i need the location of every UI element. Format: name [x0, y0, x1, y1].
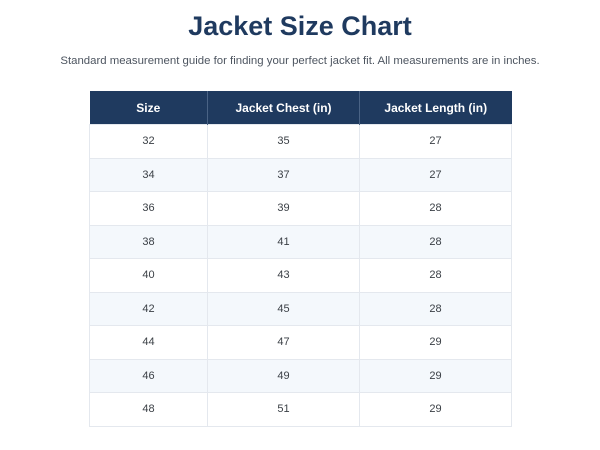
column-header-jacket-length: Jacket Length (in) — [359, 91, 512, 125]
jacket-length-cell: 27 — [359, 157, 512, 192]
jacket-chest-cell: 39 — [207, 191, 360, 225]
size-cell: 44 — [89, 325, 208, 359]
jacket-chest-cell: 51 — [207, 392, 360, 427]
column-header-jacket-chest: Jacket Chest (in) — [207, 91, 360, 125]
jacket-chest-cell: 45 — [207, 291, 360, 326]
jacket-length-cell: 28 — [359, 191, 512, 225]
size-chart-table: Size Jacket Chest (in) Jacket Length (in… — [89, 91, 512, 427]
table-row: 46 49 29 — [89, 358, 512, 393]
jacket-chest-cell: 37 — [207, 157, 360, 192]
size-cell: 46 — [89, 358, 208, 393]
jacket-length-cell: 27 — [359, 124, 512, 158]
column-header-size: Size — [89, 91, 208, 125]
table-row: 40 43 28 — [89, 258, 512, 292]
table-row: 42 45 28 — [89, 291, 512, 326]
table-row: 48 51 29 — [89, 392, 512, 427]
jacket-length-cell: 29 — [359, 392, 512, 427]
size-cell: 36 — [89, 191, 208, 225]
table-row: 44 47 29 — [89, 325, 512, 359]
jacket-length-cell: 28 — [359, 291, 512, 326]
jacket-chest-cell: 43 — [207, 258, 360, 292]
table-row: 32 35 27 — [89, 124, 512, 158]
size-cell: 38 — [89, 224, 208, 259]
jacket-chest-cell: 47 — [207, 325, 360, 359]
jacket-length-cell: 28 — [359, 224, 512, 259]
page-title: Jacket Size Chart — [188, 11, 412, 41]
table-body: 32 35 27 34 37 27 36 39 28 38 41 28 40 43 28 42 45 28 44 47… — [89, 124, 512, 427]
jacket-length-cell: 29 — [359, 358, 512, 393]
jacket-chest-cell: 35 — [207, 124, 360, 158]
table-header-row: Size Jacket Chest (in) Jacket Length (in… — [89, 91, 512, 125]
jacket-length-cell: 28 — [359, 258, 512, 292]
size-cell: 32 — [89, 124, 208, 158]
page-subtitle: Standard measurement guide for finding y… — [60, 55, 540, 67]
jacket-length-cell: 29 — [359, 325, 512, 359]
size-cell: 40 — [89, 258, 208, 292]
size-cell: 48 — [89, 392, 208, 427]
table-row: 38 41 28 — [89, 224, 512, 259]
jacket-chest-cell: 49 — [207, 358, 360, 393]
table-row: 34 37 27 — [89, 157, 512, 192]
size-cell: 42 — [89, 291, 208, 326]
size-cell: 34 — [89, 157, 208, 192]
jacket-chest-cell: 41 — [207, 224, 360, 259]
table-row: 36 39 28 — [89, 191, 512, 225]
